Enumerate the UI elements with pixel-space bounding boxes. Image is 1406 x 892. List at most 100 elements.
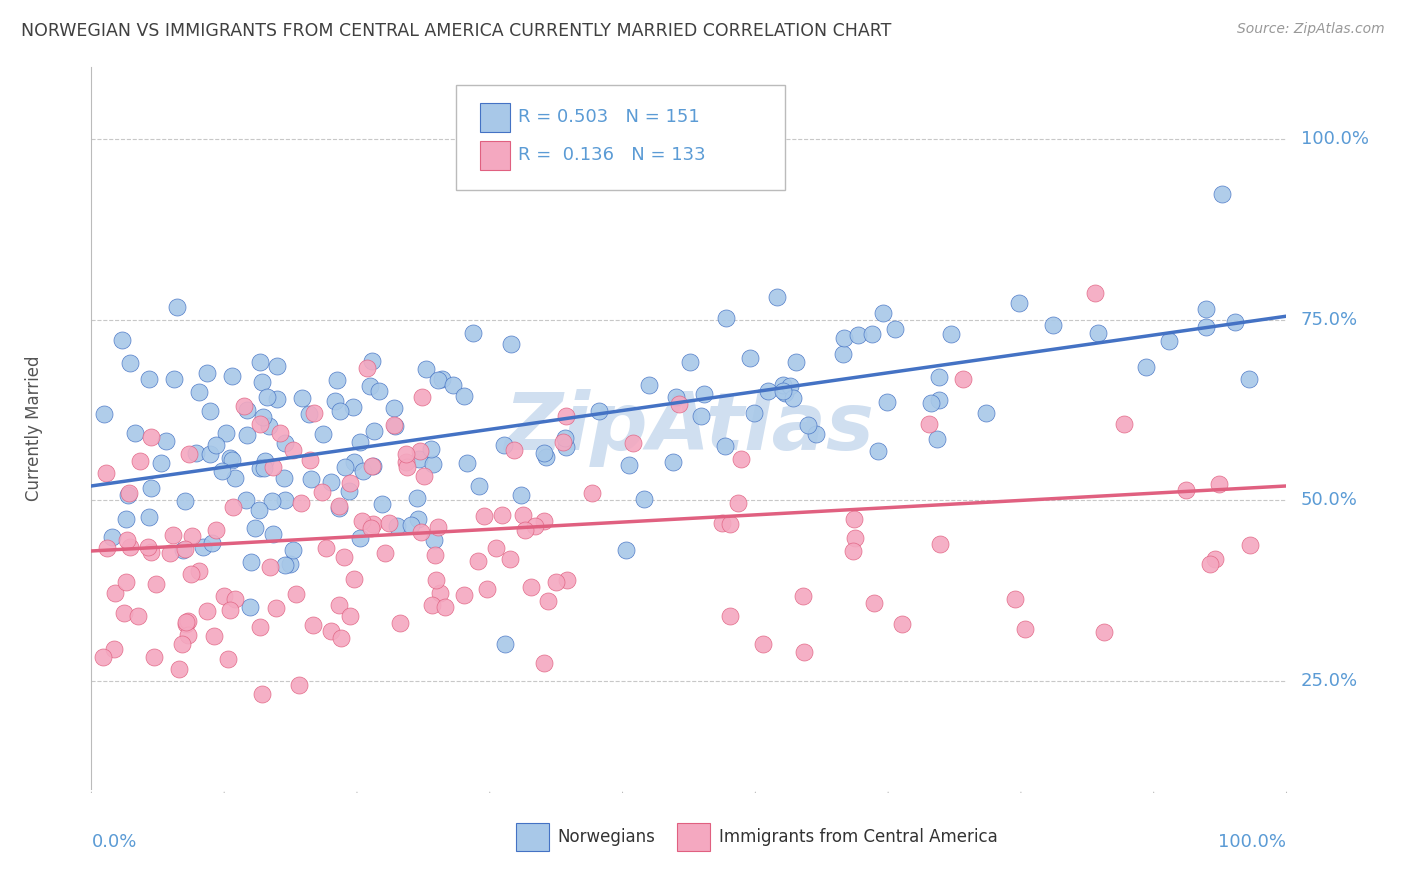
Point bbox=[661, 455, 683, 469]
Point bbox=[291, 391, 314, 405]
Point bbox=[274, 435, 297, 450]
Point bbox=[928, 370, 950, 384]
Point bbox=[201, 536, 224, 550]
Point bbox=[352, 514, 374, 528]
Text: R = 0.503   N = 151: R = 0.503 N = 151 bbox=[517, 108, 700, 126]
Point bbox=[312, 426, 335, 441]
Point bbox=[509, 488, 531, 502]
Point bbox=[468, 479, 491, 493]
Point bbox=[283, 543, 305, 558]
Text: Norwegians: Norwegians bbox=[558, 828, 655, 847]
Point bbox=[170, 637, 193, 651]
Point bbox=[423, 533, 446, 547]
Point bbox=[142, 650, 165, 665]
Point bbox=[779, 378, 801, 392]
Point bbox=[689, 409, 711, 423]
Point bbox=[551, 434, 574, 449]
Point bbox=[240, 555, 263, 569]
Point bbox=[93, 407, 115, 421]
Point bbox=[112, 606, 135, 620]
Point bbox=[1004, 591, 1026, 606]
Point bbox=[186, 446, 208, 460]
Point bbox=[785, 355, 807, 369]
Point bbox=[668, 397, 690, 411]
Point bbox=[202, 629, 225, 643]
Point bbox=[273, 471, 295, 485]
Point bbox=[408, 512, 430, 526]
FancyBboxPatch shape bbox=[479, 103, 510, 132]
Point bbox=[371, 497, 394, 511]
Point bbox=[432, 372, 454, 386]
Point bbox=[1208, 476, 1230, 491]
Point bbox=[129, 453, 152, 467]
Point bbox=[395, 459, 418, 474]
Point bbox=[467, 554, 489, 568]
Point bbox=[411, 390, 433, 404]
Point bbox=[485, 541, 508, 555]
Point bbox=[492, 438, 515, 452]
Point bbox=[333, 460, 356, 475]
Point bbox=[138, 509, 160, 524]
Point bbox=[328, 499, 350, 513]
Point bbox=[352, 463, 374, 477]
Point bbox=[266, 601, 288, 615]
Point bbox=[831, 346, 853, 360]
Point bbox=[328, 598, 350, 612]
Text: 50.0%: 50.0% bbox=[1301, 491, 1358, 509]
Point bbox=[927, 432, 949, 446]
Point bbox=[204, 438, 226, 452]
Point bbox=[218, 603, 240, 617]
Point bbox=[588, 403, 610, 417]
Point bbox=[249, 417, 271, 431]
Point bbox=[718, 609, 741, 624]
Point bbox=[766, 290, 789, 304]
Point bbox=[339, 609, 361, 624]
Point bbox=[93, 649, 115, 664]
Point bbox=[866, 443, 889, 458]
Point bbox=[890, 617, 912, 632]
Point bbox=[524, 518, 547, 533]
Point bbox=[395, 455, 418, 469]
Point bbox=[928, 393, 950, 408]
Point bbox=[665, 390, 688, 404]
Point bbox=[188, 384, 211, 399]
Point bbox=[103, 642, 125, 657]
Point bbox=[1198, 557, 1220, 571]
Point bbox=[117, 486, 139, 500]
Point bbox=[96, 467, 118, 481]
Point bbox=[117, 488, 139, 502]
Point bbox=[262, 460, 284, 475]
Point bbox=[321, 475, 343, 489]
Point bbox=[1157, 334, 1180, 348]
Point bbox=[503, 442, 526, 457]
Point bbox=[141, 545, 163, 559]
FancyBboxPatch shape bbox=[479, 141, 510, 170]
Point bbox=[253, 460, 276, 475]
Point bbox=[115, 511, 138, 525]
Point bbox=[273, 492, 295, 507]
Text: 25.0%: 25.0% bbox=[1301, 672, 1358, 690]
Point bbox=[1014, 622, 1036, 636]
Point bbox=[283, 443, 305, 458]
Point bbox=[581, 486, 603, 500]
Point bbox=[342, 401, 364, 415]
Point bbox=[342, 572, 364, 586]
Point bbox=[269, 425, 291, 440]
Point bbox=[266, 392, 288, 406]
Point bbox=[368, 384, 391, 398]
Point bbox=[124, 426, 146, 441]
Point bbox=[714, 439, 737, 453]
Point bbox=[832, 331, 855, 345]
Point bbox=[361, 516, 384, 531]
Point bbox=[212, 590, 235, 604]
Point bbox=[256, 390, 278, 404]
Point bbox=[738, 351, 761, 365]
Point bbox=[491, 508, 513, 522]
Point bbox=[323, 393, 346, 408]
Point bbox=[361, 459, 384, 474]
Point bbox=[361, 458, 384, 473]
Point bbox=[413, 469, 436, 483]
Point bbox=[1195, 301, 1218, 316]
Point bbox=[872, 306, 894, 320]
Point bbox=[772, 384, 794, 398]
